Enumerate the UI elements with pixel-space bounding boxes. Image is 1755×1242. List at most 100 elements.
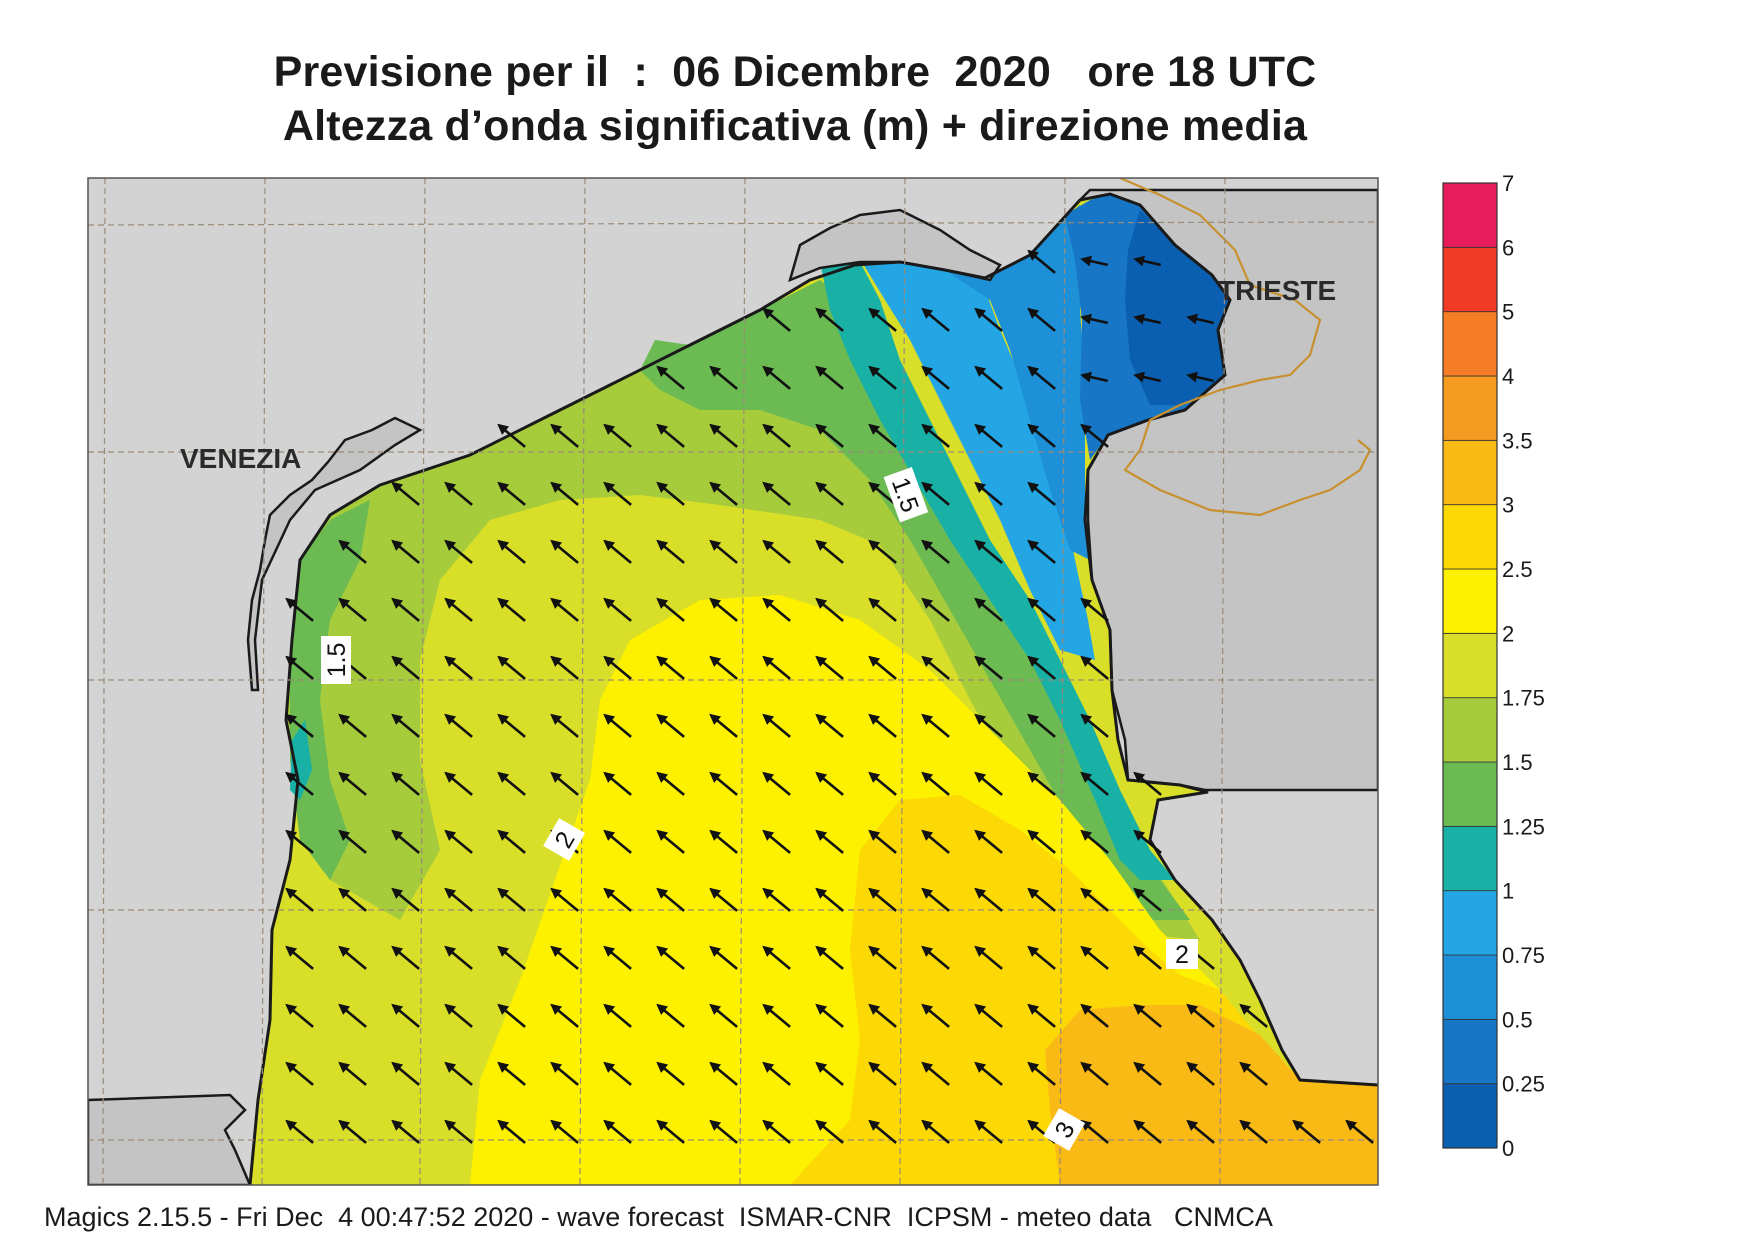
wave-direction-arrow (762, 1003, 791, 1028)
wave-direction-arrow (656, 945, 685, 970)
wave-direction-arrow (656, 539, 685, 564)
colorbar-swatch (1442, 1018, 1498, 1085)
wave-direction-arrow (709, 597, 738, 622)
wave-direction-arrow (921, 597, 950, 622)
wave-direction-arrow (762, 307, 791, 332)
wave-direction-arrow (709, 655, 738, 680)
wave-direction-arrow (285, 1119, 314, 1144)
wave-direction-arrow (550, 771, 579, 796)
colorbar-tick-label: 6 (1502, 235, 1514, 260)
wave-direction-arrow (762, 829, 791, 854)
wave-direction-arrow (1027, 597, 1056, 622)
wave-direction-arrow (1080, 423, 1109, 448)
map-title-line-2: Altezza d’onda significativa (m) + direz… (282, 102, 1308, 150)
wave-direction-arrow (868, 1119, 897, 1144)
wave-direction-arrow (550, 945, 579, 970)
wave-direction-arrow (497, 539, 526, 564)
wave-direction-arrow (709, 829, 738, 854)
wave-direction-arrow (656, 1003, 685, 1028)
wave-direction-arrow (603, 887, 632, 912)
coastline (248, 192, 1378, 1185)
wave-direction-arrow (1133, 371, 1161, 383)
wave-direction-arrow (603, 539, 632, 564)
wave-direction-arrow (1080, 713, 1109, 738)
wave-direction-arrow (550, 1003, 579, 1028)
colorbar-swatch (1442, 697, 1498, 763)
wave-direction-arrow (868, 307, 897, 332)
wave-direction-arrow (709, 945, 738, 970)
wave-direction-arrow (815, 597, 844, 622)
wave-direction-arrow (1186, 1119, 1215, 1144)
wave-direction-arrow (921, 365, 950, 390)
wave-direction-arrow (1133, 1003, 1162, 1028)
colorbar-swatch (1442, 311, 1498, 377)
wave-direction-arrow (603, 1061, 632, 1086)
wave-direction-arrow (338, 1119, 367, 1144)
footer-credits: Magics 2.15.5 - Fri Dec 4 00:47:52 2020 … (44, 1202, 1273, 1232)
wave-direction-arrow (497, 1119, 526, 1144)
wave-direction-arrow (550, 1061, 579, 1086)
wave-direction-arrow (762, 597, 791, 622)
wave-direction-arrow (868, 1003, 897, 1028)
wave-direction-arrow (1133, 887, 1162, 912)
wave-direction-arrow (1080, 829, 1109, 854)
wave-direction-arrow (285, 945, 314, 970)
wave-direction-arrow (815, 713, 844, 738)
wave-direction-arrow (603, 481, 632, 506)
wave-direction-arrow (1080, 1003, 1109, 1028)
wave-direction-arrow (1027, 481, 1056, 506)
wave-direction-arrow (444, 1061, 473, 1086)
wave-direction-arrows (285, 249, 1374, 1144)
wave-direction-arrow (497, 713, 526, 738)
wave-direction-arrow (1027, 771, 1056, 796)
wave-direction-arrow (815, 307, 844, 332)
wave-direction-arrow (550, 713, 579, 738)
wave-direction-arrow (444, 481, 473, 506)
venice-lagoon-land (246, 416, 423, 692)
wave-direction-arrow (762, 423, 791, 448)
wave-direction-arrow (444, 887, 473, 912)
wave-direction-arrow (1239, 1119, 1268, 1144)
wave-band-0-0.25 (1125, 210, 1230, 405)
wave-direction-arrow (868, 423, 897, 448)
wave-direction-arrow (656, 829, 685, 854)
wave-direction-arrow (762, 713, 791, 738)
colorbar-tick-label: 3 (1502, 493, 1514, 518)
wave-direction-arrow (550, 539, 579, 564)
contour-label-text: 1.5 (323, 643, 351, 678)
wave-direction-arrow (497, 1003, 526, 1028)
north-islands-land (788, 208, 1002, 283)
wave-direction-arrow (1186, 371, 1214, 383)
wave-direction-arrow (1080, 597, 1109, 622)
wave-direction-arrow (1027, 713, 1056, 738)
wave-direction-arrow (921, 713, 950, 738)
wave-direction-arrow (391, 713, 420, 738)
wave-direction-arrow (974, 365, 1003, 390)
wave-direction-arrow (1027, 829, 1056, 854)
wave-direction-arrow (815, 481, 844, 506)
colorbar-swatch (1442, 1083, 1498, 1149)
wave-direction-arrow (709, 1003, 738, 1028)
wave-direction-arrow (444, 1003, 473, 1028)
wave-direction-arrow (815, 771, 844, 796)
wave-direction-arrow (815, 655, 844, 680)
wave-direction-arrow (762, 365, 791, 390)
wave-direction-arrow (444, 1119, 473, 1144)
wave-direction-arrow (974, 307, 1003, 332)
wave-direction-arrow (815, 539, 844, 564)
wave-direction-arrow (1027, 249, 1056, 274)
wave-direction-arrow (921, 481, 950, 506)
wave-direction-arrow (656, 423, 685, 448)
wave-direction-arrow (974, 1061, 1003, 1086)
wave-direction-arrow (709, 481, 738, 506)
wave-direction-arrow (1080, 771, 1109, 796)
wave-direction-arrow (338, 539, 367, 564)
wave-direction-arrow (550, 423, 579, 448)
wave-direction-arrow (762, 945, 791, 970)
wave-direction-arrow (338, 1003, 367, 1028)
contour-label-1.5-north: 1.5 (883, 466, 929, 523)
wave-direction-arrow (1080, 887, 1109, 912)
wave-direction-arrow (974, 423, 1003, 448)
city-label-trieste: TRIESTE (1218, 275, 1336, 306)
colorbar-tick-label: 1.25 (1502, 814, 1545, 839)
